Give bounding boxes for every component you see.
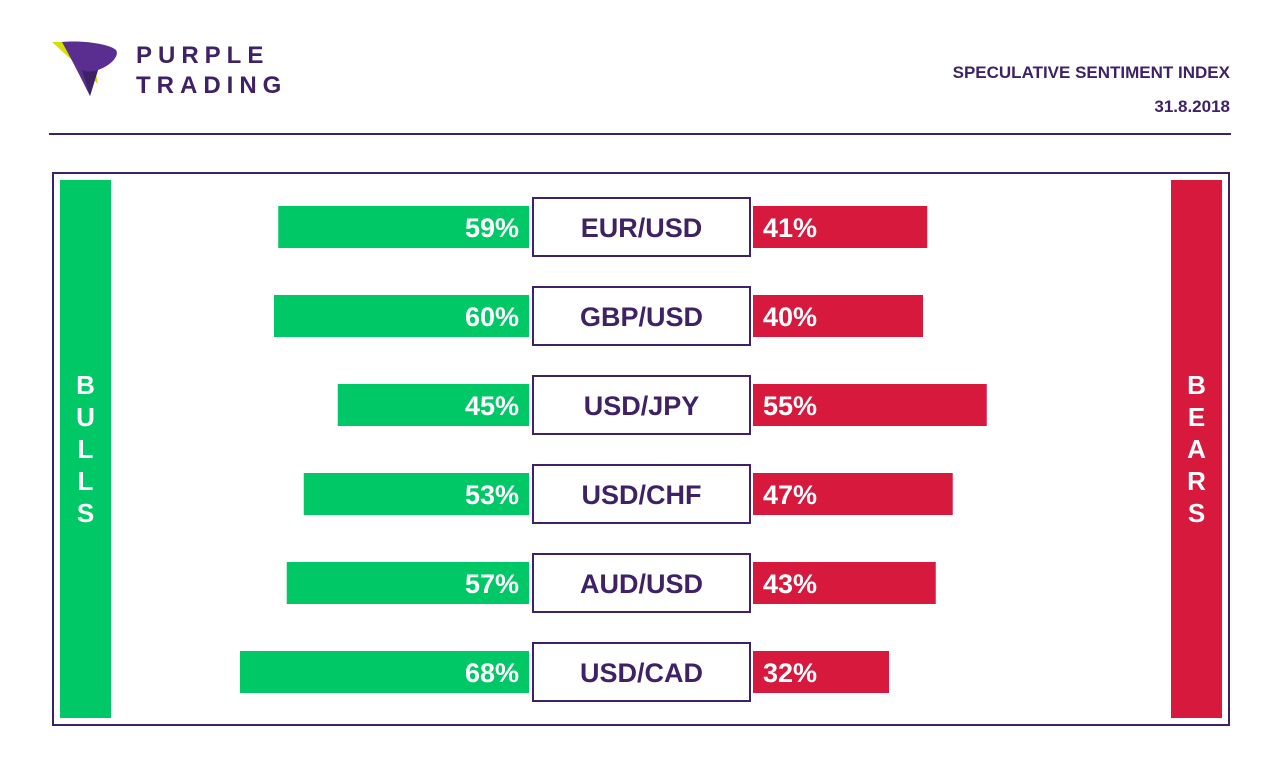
- report-header: SPECULATIVE SENTIMENT INDEX 31.8.2018: [953, 56, 1230, 124]
- bull-value-label: 45%: [465, 391, 519, 421]
- pair-label-box: [532, 553, 751, 613]
- bear-bar: [753, 384, 987, 426]
- pair-label: AUD/USD: [580, 569, 703, 599]
- bear-bar: [753, 651, 889, 693]
- bear-value-label: 40%: [763, 302, 817, 332]
- logo-text-line2: TRADING: [136, 72, 288, 99]
- bear-value-label: 43%: [763, 569, 817, 599]
- bear-bar: [753, 562, 936, 604]
- header-divider: [49, 133, 1231, 135]
- bull-value-label: 59%: [465, 213, 519, 243]
- chart-frame: [52, 172, 1230, 726]
- report-date: 31.8.2018: [1154, 97, 1230, 116]
- pair-label: EUR/USD: [581, 213, 703, 243]
- pair-label-box: [532, 464, 751, 524]
- pair-label-box: [532, 375, 751, 435]
- pair-label: USD/JPY: [584, 391, 700, 421]
- bear-value-label: 41%: [763, 213, 817, 243]
- pair-label-box: [532, 197, 751, 257]
- bear-value-label: 32%: [763, 658, 817, 688]
- bull-bar: [278, 206, 529, 248]
- bull-value-label: 60%: [465, 302, 519, 332]
- bull-bar: [286, 562, 529, 604]
- bull-value-label: 53%: [465, 480, 519, 510]
- bull-bar: [274, 295, 529, 337]
- pair-label: USD/CAD: [580, 658, 703, 688]
- bear-bar: [753, 295, 923, 337]
- pair-label-box: [532, 642, 751, 702]
- bear-bar: [753, 206, 928, 248]
- logo-text-line1: PURPLE: [136, 42, 270, 69]
- bull-bar: [337, 384, 529, 426]
- bull-value-label: 57%: [465, 569, 519, 599]
- pair-label: USD/CHF: [582, 480, 702, 510]
- pair-label-box: [532, 286, 751, 346]
- bull-bar: [303, 473, 529, 515]
- report-title: SPECULATIVE SENTIMENT INDEX: [952, 63, 1230, 82]
- logo-mark-icon: [52, 41, 117, 96]
- purple-trading-logo: PURPLE TRADING: [52, 40, 312, 100]
- bull-value-label: 68%: [465, 658, 519, 688]
- bear-value-label: 55%: [763, 391, 817, 421]
- bull-bar: [240, 651, 529, 693]
- pair-label: GBP/USD: [580, 302, 703, 332]
- bear-value-label: 47%: [763, 480, 817, 510]
- bear-bar: [753, 473, 953, 515]
